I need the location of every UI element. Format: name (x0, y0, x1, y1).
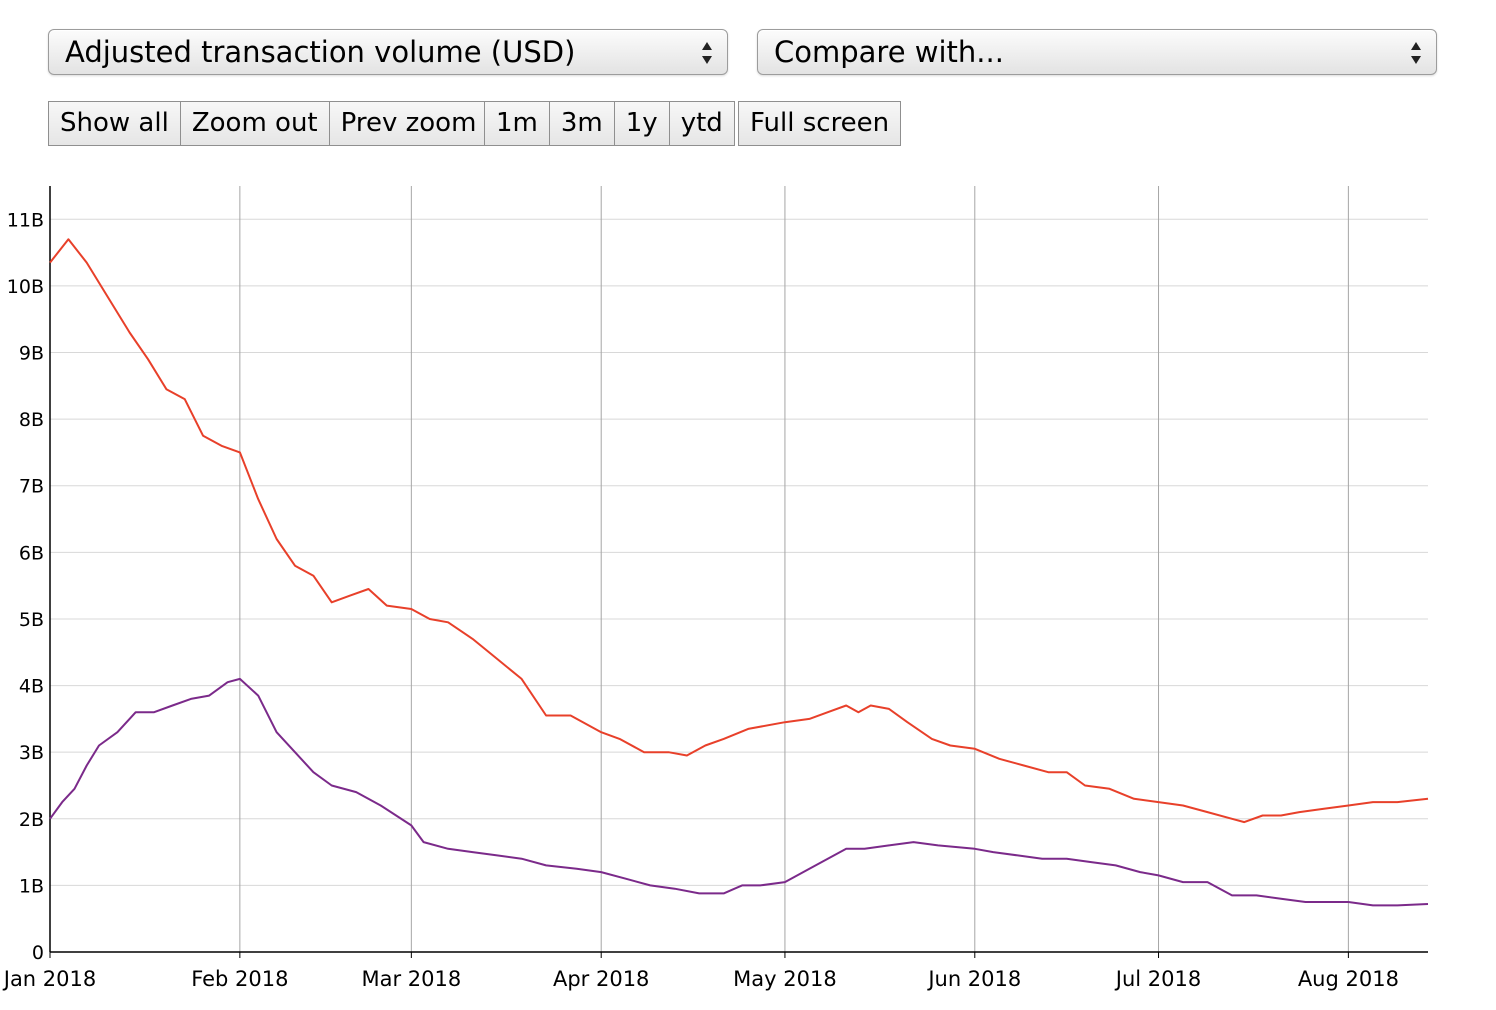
y-tick-label: 3B (19, 742, 44, 764)
y-tick-label: 10B (7, 276, 44, 298)
line-chart: 0 1B 2B 3B 4B 5B 6B 7B 8B 9B 10B 11B Jan 2018 Feb 201… (2, 186, 1429, 991)
select-arrows-icon (702, 42, 712, 64)
zoom-out-button[interactable]: Zoom out (180, 102, 330, 145)
x-tick-label: Aug 2018 (1298, 967, 1399, 991)
axis-layer (49, 186, 1428, 958)
range-ytd-button[interactable]: ytd (669, 102, 734, 145)
tick-label-layer: 0 1B 2B 3B 4B 5B 6B 7B 8B 9B 10B 11B Jan 2018 Feb 201… (2, 209, 1399, 991)
y-tick-label: 2B (19, 809, 44, 831)
y-tick-label: 9B (19, 343, 44, 365)
metric-select[interactable]: Adjusted transaction volume (USD) (48, 29, 728, 75)
range-button-group: 1m 3m 1y ytd (484, 101, 735, 146)
y-tick-label: 7B (19, 476, 44, 498)
prev-zoom-button[interactable]: Prev zoom (329, 102, 488, 145)
x-tick-label: Jul 2018 (1114, 967, 1201, 991)
range-1m-button[interactable]: 1m (485, 102, 550, 145)
fullscreen-button-group: Full screen (738, 101, 902, 146)
x-tick-label: Jan 2018 (2, 967, 97, 991)
range-1y-button[interactable]: 1y (614, 102, 670, 145)
range-3m-button[interactable]: 3m (549, 102, 615, 145)
x-tick-label: Feb 2018 (191, 967, 288, 991)
y-tick-label: 0 (32, 942, 44, 964)
x-tick-label: Apr 2018 (553, 967, 649, 991)
compare-select[interactable]: Compare with... (757, 29, 1437, 75)
select-arrows-icon (1411, 42, 1421, 64)
x-tick-label: May 2018 (733, 967, 837, 991)
y-tick-label: 6B (19, 542, 44, 564)
full-screen-button[interactable]: Full screen (739, 102, 901, 145)
zoom-button-group: Show all Zoom out Prev zoom (48, 101, 489, 146)
y-tick-label: 11B (7, 209, 44, 231)
series-line-1 (49, 238, 1429, 824)
grid-layer (50, 186, 1428, 952)
metric-select-value: Adjusted transaction volume (USD) (65, 35, 576, 69)
y-tick-label: 4B (19, 676, 44, 698)
series-layer (49, 238, 1429, 907)
compare-select-value: Compare with... (774, 35, 1004, 69)
y-tick-label: 5B (19, 609, 44, 631)
series-line-2 (49, 677, 1429, 907)
x-tick-label: Jun 2018 (926, 967, 1021, 991)
y-tick-label: 1B (19, 875, 44, 897)
x-tick-label: Mar 2018 (361, 967, 461, 991)
show-all-button[interactable]: Show all (49, 102, 181, 145)
y-tick-label: 8B (19, 409, 44, 431)
